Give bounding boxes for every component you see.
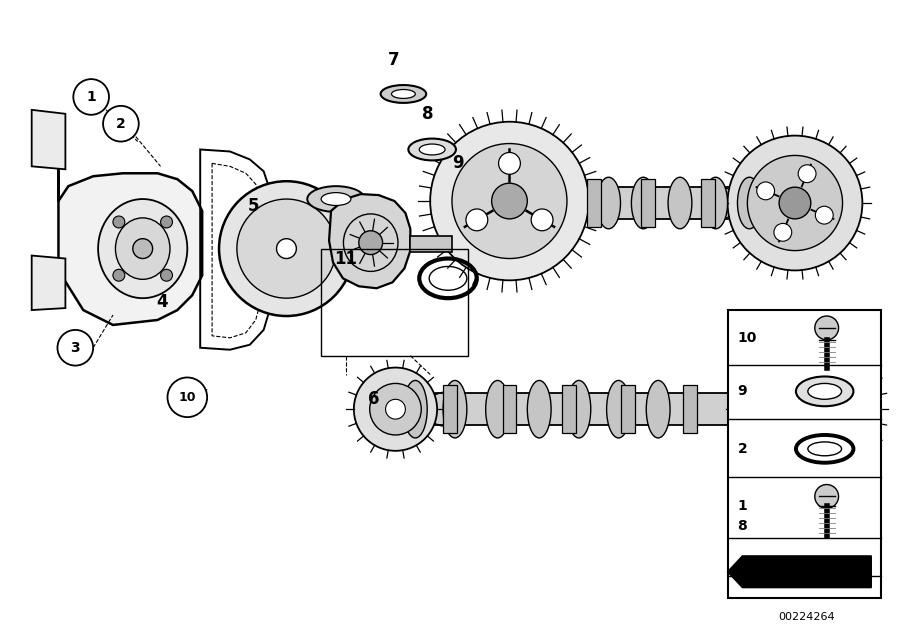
Circle shape bbox=[430, 121, 589, 280]
Bar bbox=[760, 179, 774, 227]
Bar bbox=[701, 179, 715, 227]
Bar bbox=[502, 385, 517, 433]
Circle shape bbox=[809, 369, 829, 389]
Bar bbox=[587, 179, 600, 227]
Bar bbox=[589, 187, 787, 219]
Text: 8: 8 bbox=[422, 105, 434, 123]
Ellipse shape bbox=[567, 380, 590, 438]
Circle shape bbox=[160, 216, 173, 228]
Circle shape bbox=[798, 165, 816, 183]
Ellipse shape bbox=[632, 177, 655, 229]
Ellipse shape bbox=[808, 384, 842, 399]
Text: 8: 8 bbox=[737, 519, 747, 533]
Text: 1: 1 bbox=[86, 90, 96, 104]
Circle shape bbox=[779, 187, 811, 219]
Circle shape bbox=[452, 144, 567, 258]
Circle shape bbox=[791, 393, 823, 425]
Circle shape bbox=[814, 485, 839, 508]
Circle shape bbox=[827, 411, 847, 432]
Ellipse shape bbox=[307, 186, 365, 212]
Bar bbox=[562, 385, 576, 433]
Ellipse shape bbox=[381, 85, 427, 103]
Circle shape bbox=[747, 155, 842, 251]
Circle shape bbox=[219, 181, 354, 316]
Circle shape bbox=[167, 378, 207, 417]
Text: 2: 2 bbox=[737, 442, 747, 456]
Circle shape bbox=[815, 206, 833, 224]
Ellipse shape bbox=[597, 177, 620, 229]
Bar bbox=[749, 385, 762, 433]
Circle shape bbox=[757, 359, 857, 459]
Text: 2: 2 bbox=[116, 117, 126, 131]
Circle shape bbox=[785, 429, 805, 449]
Circle shape bbox=[58, 330, 93, 366]
Ellipse shape bbox=[419, 144, 445, 155]
Circle shape bbox=[727, 135, 862, 270]
Text: 7: 7 bbox=[388, 52, 400, 69]
Text: 5: 5 bbox=[248, 197, 259, 215]
Circle shape bbox=[104, 106, 139, 142]
Ellipse shape bbox=[321, 193, 351, 205]
Text: 9: 9 bbox=[452, 155, 464, 172]
Bar bbox=[683, 385, 697, 433]
Bar bbox=[443, 385, 457, 433]
Circle shape bbox=[814, 316, 839, 340]
Circle shape bbox=[499, 153, 520, 174]
Text: 6: 6 bbox=[368, 391, 380, 408]
Bar bbox=[622, 385, 635, 433]
Polygon shape bbox=[727, 556, 871, 588]
Polygon shape bbox=[329, 194, 410, 288]
Bar bbox=[321, 249, 468, 356]
Circle shape bbox=[466, 209, 488, 231]
Circle shape bbox=[491, 183, 527, 219]
Text: 00224264: 00224264 bbox=[778, 612, 835, 623]
Text: 10: 10 bbox=[178, 391, 196, 404]
Circle shape bbox=[133, 238, 153, 258]
Text: 4: 4 bbox=[157, 293, 168, 311]
Ellipse shape bbox=[796, 377, 853, 406]
Ellipse shape bbox=[409, 139, 456, 160]
Circle shape bbox=[73, 79, 109, 114]
Ellipse shape bbox=[403, 380, 427, 438]
Ellipse shape bbox=[443, 380, 467, 438]
Circle shape bbox=[359, 231, 382, 254]
Circle shape bbox=[385, 399, 405, 419]
Circle shape bbox=[112, 216, 125, 228]
Text: 10: 10 bbox=[737, 331, 757, 345]
Text: 11: 11 bbox=[335, 249, 357, 268]
Circle shape bbox=[370, 384, 421, 435]
Bar bbox=[727, 310, 881, 598]
Circle shape bbox=[160, 269, 173, 281]
Ellipse shape bbox=[527, 380, 551, 438]
Ellipse shape bbox=[737, 177, 761, 229]
Ellipse shape bbox=[704, 177, 727, 229]
Circle shape bbox=[767, 387, 787, 406]
Ellipse shape bbox=[607, 380, 630, 438]
Ellipse shape bbox=[392, 90, 415, 99]
Ellipse shape bbox=[98, 199, 187, 298]
Ellipse shape bbox=[115, 218, 170, 279]
Text: 1: 1 bbox=[737, 499, 747, 513]
Ellipse shape bbox=[486, 380, 509, 438]
Circle shape bbox=[757, 182, 775, 200]
Circle shape bbox=[237, 199, 336, 298]
Bar bbox=[389, 385, 402, 433]
Bar bbox=[410, 236, 452, 252]
Polygon shape bbox=[32, 256, 66, 310]
Circle shape bbox=[774, 223, 792, 241]
Text: 3: 3 bbox=[70, 341, 80, 355]
Bar bbox=[391, 393, 802, 425]
Circle shape bbox=[354, 368, 437, 451]
Circle shape bbox=[735, 338, 878, 481]
Circle shape bbox=[531, 209, 553, 231]
Bar bbox=[642, 179, 655, 227]
Ellipse shape bbox=[646, 380, 670, 438]
Polygon shape bbox=[58, 121, 202, 325]
Text: 9: 9 bbox=[737, 384, 747, 398]
Polygon shape bbox=[32, 110, 66, 169]
Ellipse shape bbox=[668, 177, 692, 229]
Circle shape bbox=[112, 269, 125, 281]
Circle shape bbox=[276, 238, 296, 258]
